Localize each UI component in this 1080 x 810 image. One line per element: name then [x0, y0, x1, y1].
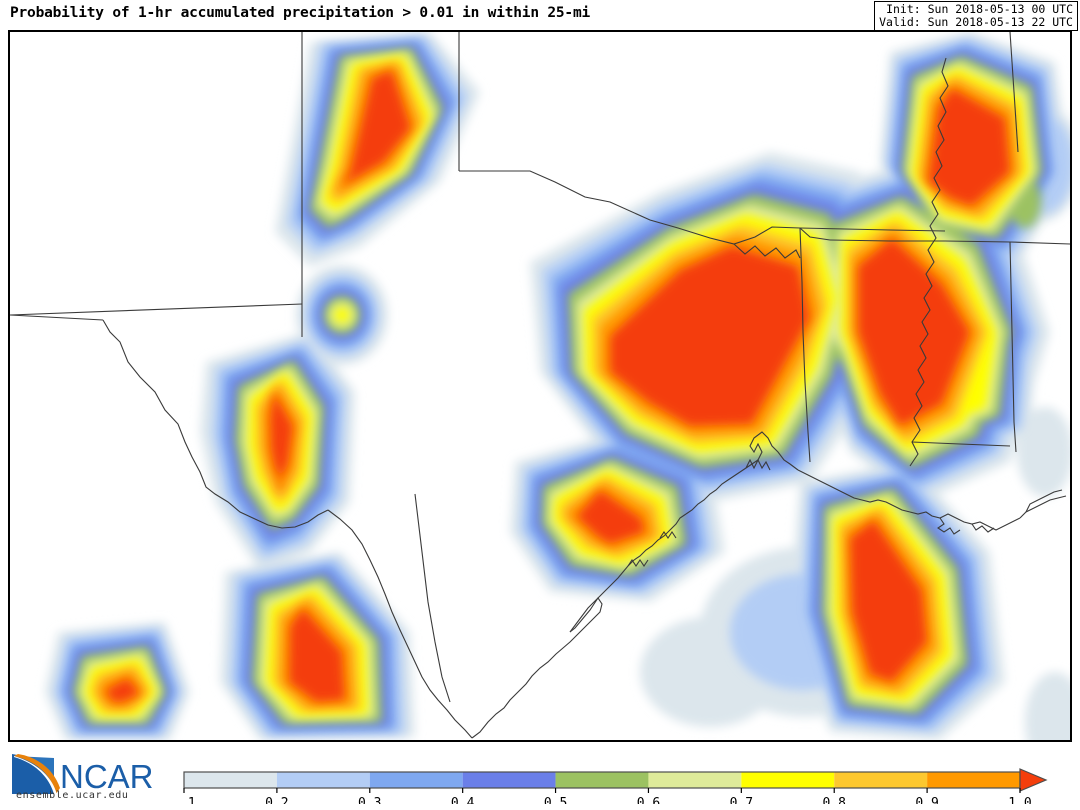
colorbar-band — [555, 772, 649, 788]
colorbar-tick-label: 0.6 — [637, 796, 660, 804]
colorbar-band — [462, 772, 556, 788]
colorbar-band — [834, 772, 928, 788]
ncar-logo-text: NCAR — [60, 758, 154, 795]
map-borders — [10, 32, 1070, 739]
header-bar: Probability of 1-hr accumulated precipit… — [0, 0, 1080, 31]
colorbar-band — [369, 772, 463, 788]
ncar-logo: NCAR — [12, 754, 154, 795]
colorbar-tick-label: 0.3 — [358, 796, 381, 804]
colorbar-tick-label: 0.4 — [451, 796, 475, 804]
colorbar-tick-label: 0.9 — [915, 796, 938, 804]
map-panel[interactable] — [8, 30, 1072, 742]
colorbar[interactable]: 0.1 0.2 0.3 0.4 0.5 0.6 0.7 0.8 0.9 1.0 — [180, 754, 1070, 804]
valid-time-label: Valid: Sun 2018-05-13 22 UTC — [879, 15, 1073, 29]
colorbar-tick-label: 0.2 — [265, 796, 288, 804]
colorbar-tick-label: 0.1 — [180, 796, 196, 804]
colorbar-tick-labels: 0.1 0.2 0.3 0.4 0.5 0.6 0.7 0.8 0.9 1.0 — [180, 796, 1032, 804]
colorbar-tick-label: 0.8 — [822, 796, 845, 804]
colorbar-tick-label: 0.7 — [730, 796, 753, 804]
colorbar-over-arrow — [1019, 768, 1048, 792]
init-time-label: Init: Sun 2018-05-13 00 UTC — [886, 2, 1073, 16]
colorbar-tick-label: 1.0 — [1008, 796, 1031, 804]
footer-bar: NCAR ensemble.ucar.edu 0.10.20.30.40.50.… — [0, 744, 1080, 810]
colorbar-tick-label: 0.5 — [544, 796, 567, 804]
forecast-time-box: Init: Sun 2018-05-13 00 UTC Valid: Sun 2… — [874, 1, 1078, 31]
ncar-logo-mark — [12, 754, 60, 795]
colorbar-band — [648, 772, 742, 788]
colorbar-ticks — [183, 788, 1021, 793]
colorbar-arrow-cap — [1019, 768, 1048, 792]
ncar-url-text: ensemble.ucar.edu — [16, 790, 129, 801]
colorbar-band — [276, 772, 370, 788]
colorbar-band — [927, 772, 1020, 788]
colorbar-bands — [183, 771, 1021, 789]
colorbar-band — [184, 772, 277, 788]
colorbar-band — [741, 772, 835, 788]
probability-heatmap — [10, 32, 1070, 740]
contour-layer — [45, 32, 1070, 740]
page-title: Probability of 1-hr accumulated precipit… — [10, 5, 591, 21]
